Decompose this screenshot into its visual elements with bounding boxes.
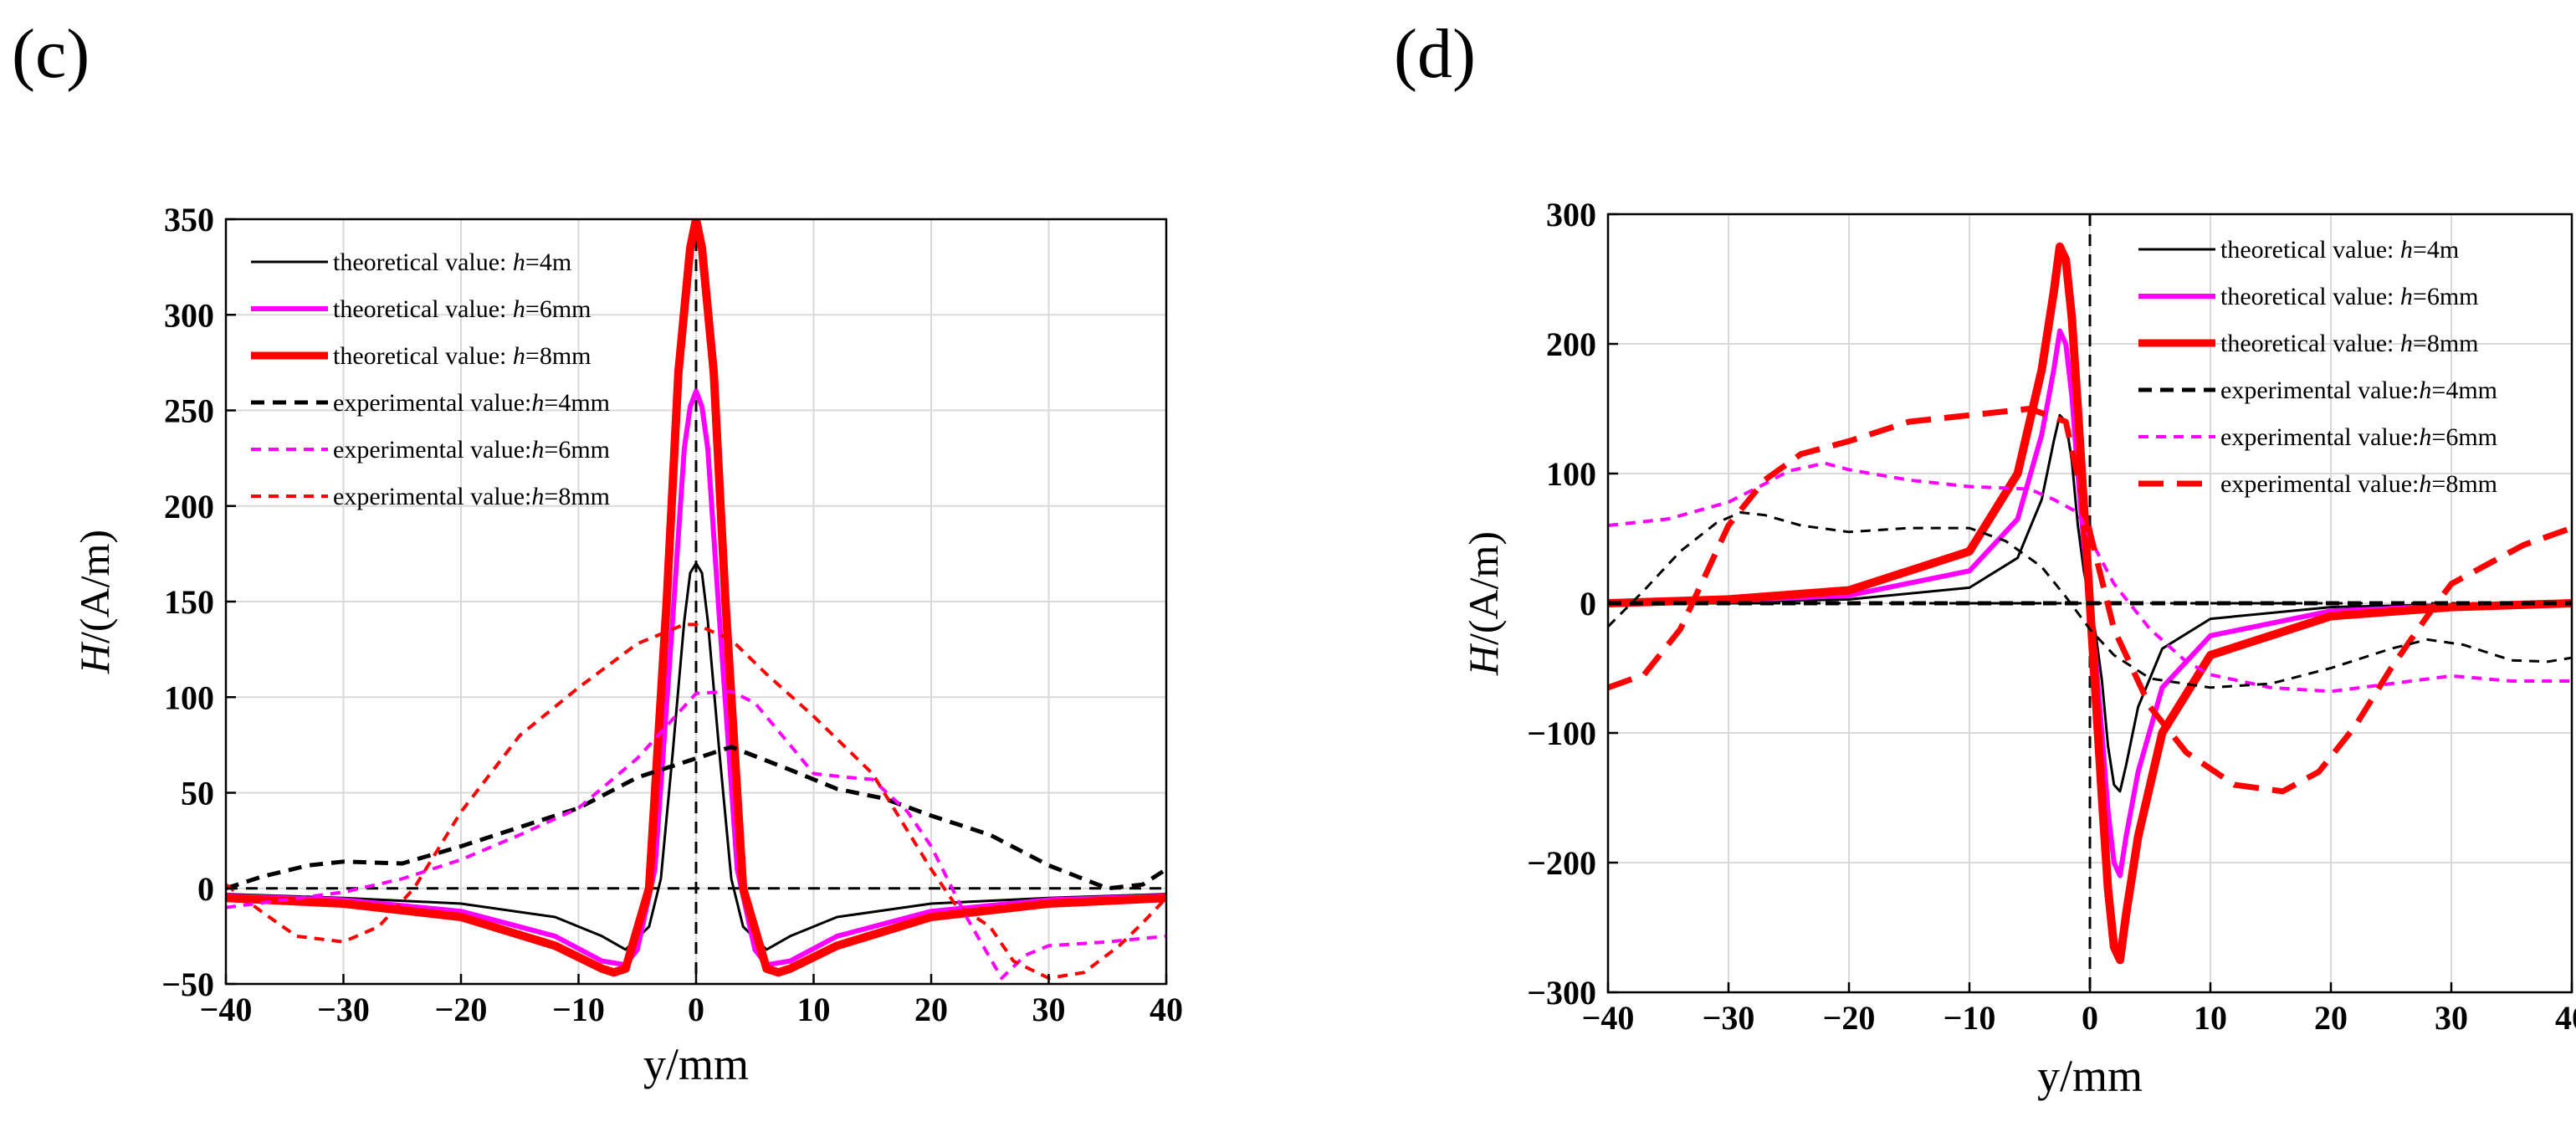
y-tick-label-c: 0: [197, 870, 214, 908]
ticks-c: −40 −30 −20 −10 0 10 20 30 40 −50 0 50 100 150 200 250 3…: [161, 201, 1183, 1028]
y-tick-label-c: 250: [164, 392, 214, 430]
ticks-d: −40−30−20−10010203040−300−200−1000100200…: [1527, 196, 2576, 1037]
legend-label-theoretical-value-h-8mm-c: theoretical value: h=8mm: [333, 342, 592, 370]
y-axis-label-italic-c: H: [71, 641, 118, 674]
y-tick-label-d: 100: [1546, 455, 1596, 493]
legend-label-experimental-value-h-6mm-d: experimental value:h=6mm: [2220, 423, 2497, 451]
x-tick-label-c: −40: [200, 991, 253, 1028]
y-axis-label-rest-c: /(A/m): [71, 530, 118, 643]
legend-label-experimental-value-h-6mm-c: experimental value:h=6mm: [333, 436, 610, 464]
y-tick-label-c: 50: [181, 775, 214, 812]
y-axis-label-italic-d: H: [1460, 643, 1507, 676]
y-tick-label-c: 300: [164, 296, 214, 334]
x-tick-label-c: 10: [797, 991, 831, 1028]
legend-label-experimental-value-h-4mm-d: experimental value:h=4mm: [2220, 377, 2497, 404]
y-axis-label-rest-d: /(A/m): [1460, 531, 1507, 645]
y-tick-label-d: −200: [1527, 844, 1596, 882]
x-tick-label-d: 30: [2435, 999, 2468, 1037]
legend-label-theoretical-value-h-4m-c: theoretical value: h=4m: [333, 248, 571, 276]
y-axis-label-d: H/(A/m): [1460, 531, 1507, 676]
legend-label-experimental-value-h-8mm-d: experimental value:h=8mm: [2220, 470, 2497, 498]
series-line-theoretical-value-h-4m-c: [226, 561, 1166, 951]
x-tick-label-c: −30: [317, 991, 370, 1028]
x-tick-label-d: 20: [2314, 999, 2348, 1037]
zero-lines-c: [226, 219, 1166, 984]
y-tick-label-d: 300: [1546, 196, 1596, 233]
legend-label-theoretical-value-h-6mm-c: theoretical value: h=6mm: [333, 295, 592, 323]
x-tick-label-c: 30: [1032, 991, 1066, 1028]
legend-d: theoretical value: h=4m theoretical value…: [2138, 236, 2497, 498]
x-tick-label-c: 40: [1150, 991, 1183, 1028]
series-line-black-thin-dashed-d: [1608, 511, 2572, 689]
x-tick-label-c: 20: [914, 991, 948, 1028]
x-tick-label-d: −40: [1582, 999, 1635, 1037]
y-tick-label-d: 0: [1580, 585, 1596, 622]
legend-c: theoretical value: h=4m theoretical value…: [251, 248, 610, 510]
y-tick-label-c: 100: [164, 679, 214, 716]
x-tick-label-d: −20: [1823, 999, 1876, 1037]
legend-label-theoretical-value-h-8mm-d: theoretical value: h=8mm: [2220, 330, 2479, 357]
y-tick-label-d: −300: [1527, 974, 1596, 1012]
panel-label-c: (c): [12, 15, 90, 93]
x-axis-label-d: y/mm: [2037, 1051, 2143, 1101]
series-line-theoretical-value-h-8mm-c: [226, 219, 1166, 977]
x-tick-label-d: −30: [1703, 999, 1755, 1037]
y-tick-label-c: 350: [164, 201, 214, 238]
x-tick-label-c: −20: [435, 991, 488, 1028]
y-tick-label-c: −50: [161, 966, 214, 1003]
series-line-experimental-value-h-8mm-c: [226, 622, 1166, 981]
series-line-experimental-value-h-6mm-c: [226, 689, 1166, 981]
x-tick-label-c: 0: [688, 991, 704, 1028]
y-tick-label-c: 150: [164, 583, 214, 621]
series-line-experimental-value-h-6mm-d: [1608, 461, 2572, 694]
legend-label-experimental-value-h-8mm-c: experimental value:h=8mm: [333, 483, 610, 510]
x-tick-label-d: 40: [2555, 999, 2576, 1037]
x-tick-label-d: −10: [1944, 999, 1996, 1037]
legend-label-theoretical-value-h-6mm-d: theoretical value: h=6mm: [2220, 283, 2479, 310]
legend-label-experimental-value-h-4mm-c: experimental value:h=4mm: [333, 389, 610, 417]
y-tick-label-d: 200: [1546, 325, 1596, 363]
series-line-experimental-value-h-4mm-c: [226, 745, 1166, 891]
x-tick-label-d: 0: [2082, 999, 2098, 1037]
series-d: [1608, 242, 2572, 965]
x-axis-label-c: y/mm: [643, 1039, 749, 1089]
x-tick-label-d: 10: [2194, 999, 2227, 1037]
y-tick-label-c: 200: [164, 488, 214, 525]
chart-panel-c: (c) −40 −30 −20 −10 0 10 20 30 40 −50 0 50 100 150 200…: [12, 15, 1183, 1089]
y-tick-label-d: −100: [1527, 715, 1596, 752]
x-tick-label-c: −10: [552, 991, 605, 1028]
series-line-experimental-value-h-8mm-d: [1608, 406, 2572, 795]
y-axis-label-c: H/(A/m): [71, 530, 118, 674]
series-line-theoretical-value-h-6mm-c: [226, 388, 1166, 968]
panel-label-d: (d): [1394, 15, 1476, 93]
series-c: [226, 219, 1166, 981]
legend-label-theoretical-value-h-4m-d: theoretical value: h=4m: [2220, 236, 2459, 264]
chart-panel-d: (d) −40−30−20−10010203040−300−200−100010…: [1394, 15, 2576, 1101]
